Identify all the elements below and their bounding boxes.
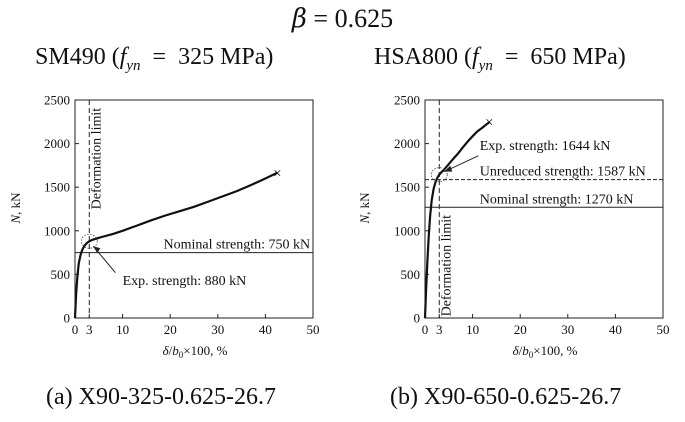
end-marker: × (273, 166, 281, 182)
deformation-limit-label: Deformation limit (89, 108, 104, 210)
figure-title: β = 0.625 (0, 4, 685, 34)
x-tick-label: 40 (259, 322, 272, 337)
x-tick-label: 3 (436, 322, 443, 337)
y-tick-label: 2000 (44, 136, 70, 151)
exp-strength-label: Exp. strength: 880 kN (123, 274, 247, 289)
x-tick-label: 0 (72, 322, 79, 337)
y-tick-label: 0 (64, 311, 71, 326)
paren-open: ( (111, 44, 120, 70)
x-axis-b: b (522, 343, 529, 358)
x-tick-label: 50 (657, 322, 670, 337)
x-axis-b: b (172, 343, 179, 358)
unreduced-strength-label: Unreduced strength: 1587 kN (480, 165, 646, 180)
x-axis-label: δ/b0×100, % (163, 343, 228, 360)
y-tick-label: 1000 (394, 223, 420, 238)
deformation-limit-label: Deformation limit (439, 215, 454, 317)
nominal-strength-label: Nominal strength: 750 kN (164, 238, 311, 253)
x-axis-unit: ×100, % (533, 343, 577, 358)
y-axis-unit: , kN (8, 192, 23, 215)
panel-a-caption: (a) X90-325-0.625-26.7 (46, 384, 276, 410)
x-tick-label: 30 (211, 322, 224, 337)
y-tick-label: 1500 (44, 180, 70, 195)
x-axis-subscript: 0 (179, 350, 184, 360)
beta-value: 0.625 (334, 4, 394, 33)
end-marker: × (485, 115, 493, 131)
paren-close: ) (265, 44, 274, 70)
beta-equals: = (313, 4, 329, 33)
x-tick-label: 10 (116, 322, 129, 337)
steel-name: SM490 (35, 44, 106, 70)
y-axis-label: N, kN (357, 192, 372, 225)
exp-strength-label: Exp. strength: 1644 kN (480, 139, 611, 154)
f-subscript: yn (478, 57, 493, 74)
exp-strength-circle (80, 233, 98, 249)
load-deformation-curve (73, 171, 278, 319)
y-axis-symbol: N (357, 214, 372, 225)
x-axis-slash: / (169, 343, 173, 358)
x-axis-delta: δ (513, 343, 520, 358)
x-tick-label: 50 (307, 322, 320, 337)
y-tick-label: 2500 (394, 93, 420, 108)
plot-frame (74, 99, 314, 319)
yield-value: 325 MPa (178, 44, 266, 70)
f-symbol: f (119, 44, 127, 70)
x-axis-slash: / (519, 343, 523, 358)
x-tick-label: 3 (86, 322, 93, 337)
x-axis-label: δ/b0×100, % (513, 343, 578, 360)
x-tick-label: 10 (466, 322, 479, 337)
load-deformation-curve (423, 121, 490, 319)
y-axis-symbol: N (8, 214, 23, 225)
y-tick-label: 1000 (44, 223, 70, 238)
y-tick-label: 2500 (44, 93, 70, 108)
equals-sign: = (504, 44, 519, 70)
plot-frame (424, 99, 664, 319)
f-subscript: yn (126, 57, 141, 74)
x-tick-label: 20 (514, 322, 527, 337)
paren-close: ) (617, 44, 626, 70)
x-axis-unit: ×100, % (183, 343, 227, 358)
x-tick-label: 40 (609, 322, 622, 337)
exp-strength-arrowhead (93, 246, 101, 254)
x-axis-subscript: 0 (529, 350, 534, 360)
exp-strength-arrowhead (444, 165, 453, 172)
nominal-strength-label: Nominal strength: 1270 kN (480, 192, 634, 207)
panel-a-material-title: SM490 (fyn = 325 MPa) (35, 44, 273, 75)
x-tick-label: 0 (422, 322, 429, 337)
exp-strength-circle (430, 167, 448, 183)
paren-open: ( (464, 44, 473, 70)
y-tick-label: 500 (51, 267, 71, 282)
yield-value: 650 MPa (530, 44, 618, 70)
x-tick-label: 20 (164, 322, 177, 337)
y-tick-label: 2000 (394, 136, 420, 151)
equals-sign: = (152, 44, 167, 70)
x-tick-label: 30 (561, 322, 574, 337)
steel-name: HSA800 (374, 44, 459, 70)
y-axis-label: N, kN (8, 192, 23, 225)
f-symbol: f (472, 44, 479, 70)
y-axis-unit: , kN (357, 192, 372, 215)
y-tick-label: 1500 (394, 180, 420, 195)
x-axis-delta: δ (163, 343, 170, 358)
panel-b-caption: (b) X90-650-0.625-26.7 (390, 384, 622, 410)
beta-symbol: β (291, 4, 307, 34)
panel-b-material-title: HSA800 (fyn = 650 MPa) (374, 44, 626, 75)
y-tick-label: 0 (414, 311, 421, 326)
y-tick-label: 500 (401, 267, 421, 282)
